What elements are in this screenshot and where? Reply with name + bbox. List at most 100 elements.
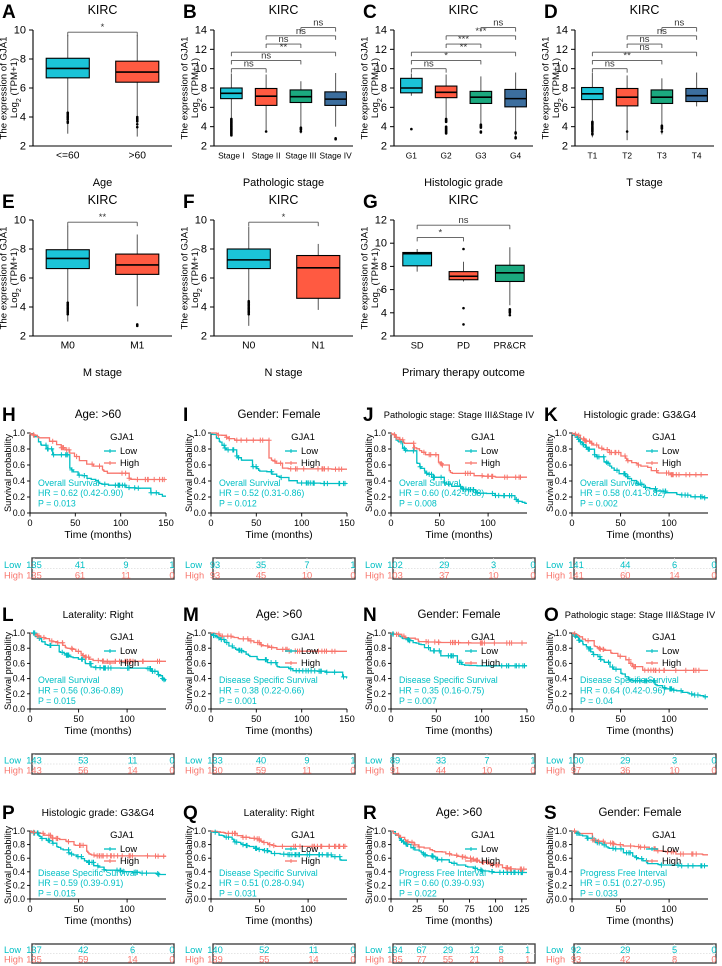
svg-text:29: 29 — [620, 945, 630, 955]
svg-text:Low: Low — [185, 560, 202, 570]
svg-text:0.8: 0.8 — [13, 444, 25, 454]
svg-text:4: 4 — [20, 302, 26, 314]
svg-text:0: 0 — [711, 955, 716, 965]
svg-text:141: 141 — [568, 560, 584, 570]
svg-text:0.4: 0.4 — [193, 867, 205, 877]
svg-text:37: 37 — [439, 570, 449, 580]
svg-text:1.0: 1.0 — [13, 826, 25, 836]
svg-text:GJA1: GJA1 — [652, 432, 676, 443]
svg-text:6: 6 — [130, 945, 135, 955]
svg-text:HR = 0.58 (0.41-0.82): HR = 0.58 (0.41-0.82) — [580, 488, 665, 498]
svg-text:Survival probability: Survival probability — [183, 632, 193, 710]
svg-text:0: 0 — [569, 518, 574, 528]
svg-text:0.0: 0.0 — [13, 894, 25, 904]
svg-text:Progress Free Interval: Progress Free Interval — [399, 868, 486, 878]
svg-text:8: 8 — [20, 54, 26, 66]
svg-text:100: 100 — [119, 714, 135, 724]
svg-text:S: S — [544, 803, 557, 824]
svg-text:Age: Age — [93, 177, 113, 189]
svg-text:P = 0.031: P = 0.031 — [219, 888, 257, 898]
svg-text:50: 50 — [251, 714, 261, 724]
svg-text:6: 6 — [671, 560, 676, 570]
svg-text:Time (months): Time (months) — [425, 915, 492, 927]
svg-text:1.0: 1.0 — [13, 628, 25, 638]
svg-text:50: 50 — [70, 518, 80, 528]
svg-text:Disease Specific Survival: Disease Specific Survival — [580, 675, 679, 685]
svg-text:P = 0.012: P = 0.012 — [219, 498, 257, 508]
svg-text:100: 100 — [293, 518, 309, 528]
svg-text:Time (months): Time (months) — [606, 529, 673, 541]
svg-text:GJA1: GJA1 — [471, 632, 495, 643]
svg-text:P = 0.002: P = 0.002 — [580, 498, 618, 508]
svg-text:0: 0 — [208, 714, 213, 724]
svg-text:Overall Survival: Overall Survival — [219, 478, 281, 488]
svg-text:0.0: 0.0 — [193, 508, 205, 518]
svg-text:G: G — [363, 192, 378, 213]
svg-text:Low: Low — [481, 646, 498, 656]
svg-text:0.8: 0.8 — [374, 840, 386, 850]
svg-text:0.6: 0.6 — [193, 460, 205, 470]
svg-text:E: E — [2, 192, 15, 213]
svg-text:14: 14 — [669, 570, 679, 580]
svg-text:9: 9 — [123, 560, 128, 570]
svg-text:14: 14 — [555, 25, 567, 37]
svg-text:50: 50 — [434, 518, 444, 528]
svg-text:103: 103 — [387, 570, 403, 580]
svg-text:Gender: Female: Gender: Female — [237, 409, 320, 421]
svg-text:0: 0 — [711, 945, 716, 955]
svg-text:K: K — [544, 405, 558, 426]
svg-text:0.4: 0.4 — [13, 476, 25, 486]
svg-text:Survival probability: Survival probability — [183, 826, 193, 904]
svg-text:8: 8 — [499, 955, 504, 965]
svg-text:0: 0 — [169, 955, 174, 965]
svg-text:KIRC: KIRC — [268, 3, 298, 17]
svg-text:Age: >60: Age: >60 — [436, 807, 482, 819]
svg-text:0.6: 0.6 — [193, 853, 205, 863]
svg-text:0: 0 — [27, 904, 32, 914]
svg-text:0.0: 0.0 — [374, 894, 386, 904]
svg-text:F: F — [183, 192, 195, 213]
svg-text:High: High — [301, 658, 320, 668]
svg-text:12: 12 — [469, 945, 479, 955]
svg-text:8: 8 — [671, 955, 676, 965]
svg-text:0.6: 0.6 — [13, 853, 25, 863]
svg-text:14: 14 — [375, 25, 387, 37]
svg-text:100: 100 — [661, 518, 677, 528]
svg-text:0.4: 0.4 — [13, 867, 25, 877]
svg-text:Survival probability: Survival probability — [3, 826, 13, 904]
svg-text:P = 0.007: P = 0.007 — [399, 696, 437, 706]
svg-text:100: 100 — [661, 714, 677, 724]
svg-text:50: 50 — [431, 714, 441, 724]
svg-text:Low: Low — [301, 446, 318, 456]
svg-text:100: 100 — [474, 714, 490, 724]
svg-text:4: 4 — [20, 112, 26, 124]
svg-text:29: 29 — [443, 945, 453, 955]
svg-text:97: 97 — [570, 766, 580, 776]
svg-text:0: 0 — [569, 714, 574, 724]
svg-text:Low: Low — [546, 945, 563, 955]
svg-text:HR = 0.51 (0.28-0.94): HR = 0.51 (0.28-0.94) — [219, 878, 304, 888]
svg-text:0.6: 0.6 — [554, 658, 566, 668]
svg-text:Survival probability: Survival probability — [364, 826, 374, 904]
svg-text:HR = 0.35 (0.16-0.75): HR = 0.35 (0.16-0.75) — [399, 685, 484, 695]
svg-text:5: 5 — [499, 945, 504, 955]
svg-text:1: 1 — [525, 945, 530, 955]
svg-text:0: 0 — [208, 904, 213, 914]
svg-text:0.2: 0.2 — [554, 492, 566, 502]
svg-text:100: 100 — [661, 904, 677, 914]
svg-text:50: 50 — [615, 714, 625, 724]
svg-text:0.8: 0.8 — [193, 840, 205, 850]
svg-text:Pathologic stage: Pathologic stage — [242, 177, 323, 189]
svg-text:12: 12 — [555, 44, 567, 56]
svg-text:1: 1 — [169, 560, 174, 570]
svg-text:0.6: 0.6 — [13, 658, 25, 668]
svg-text:G4: G4 — [510, 151, 522, 161]
svg-text:130: 130 — [207, 766, 223, 776]
svg-text:140: 140 — [207, 945, 223, 955]
svg-text:141: 141 — [568, 570, 584, 580]
svg-text:High: High — [4, 955, 23, 965]
svg-text:14: 14 — [194, 25, 206, 37]
svg-text:N0: N0 — [242, 341, 255, 352]
svg-text:0.6: 0.6 — [554, 460, 566, 470]
svg-text:9: 9 — [304, 756, 309, 766]
